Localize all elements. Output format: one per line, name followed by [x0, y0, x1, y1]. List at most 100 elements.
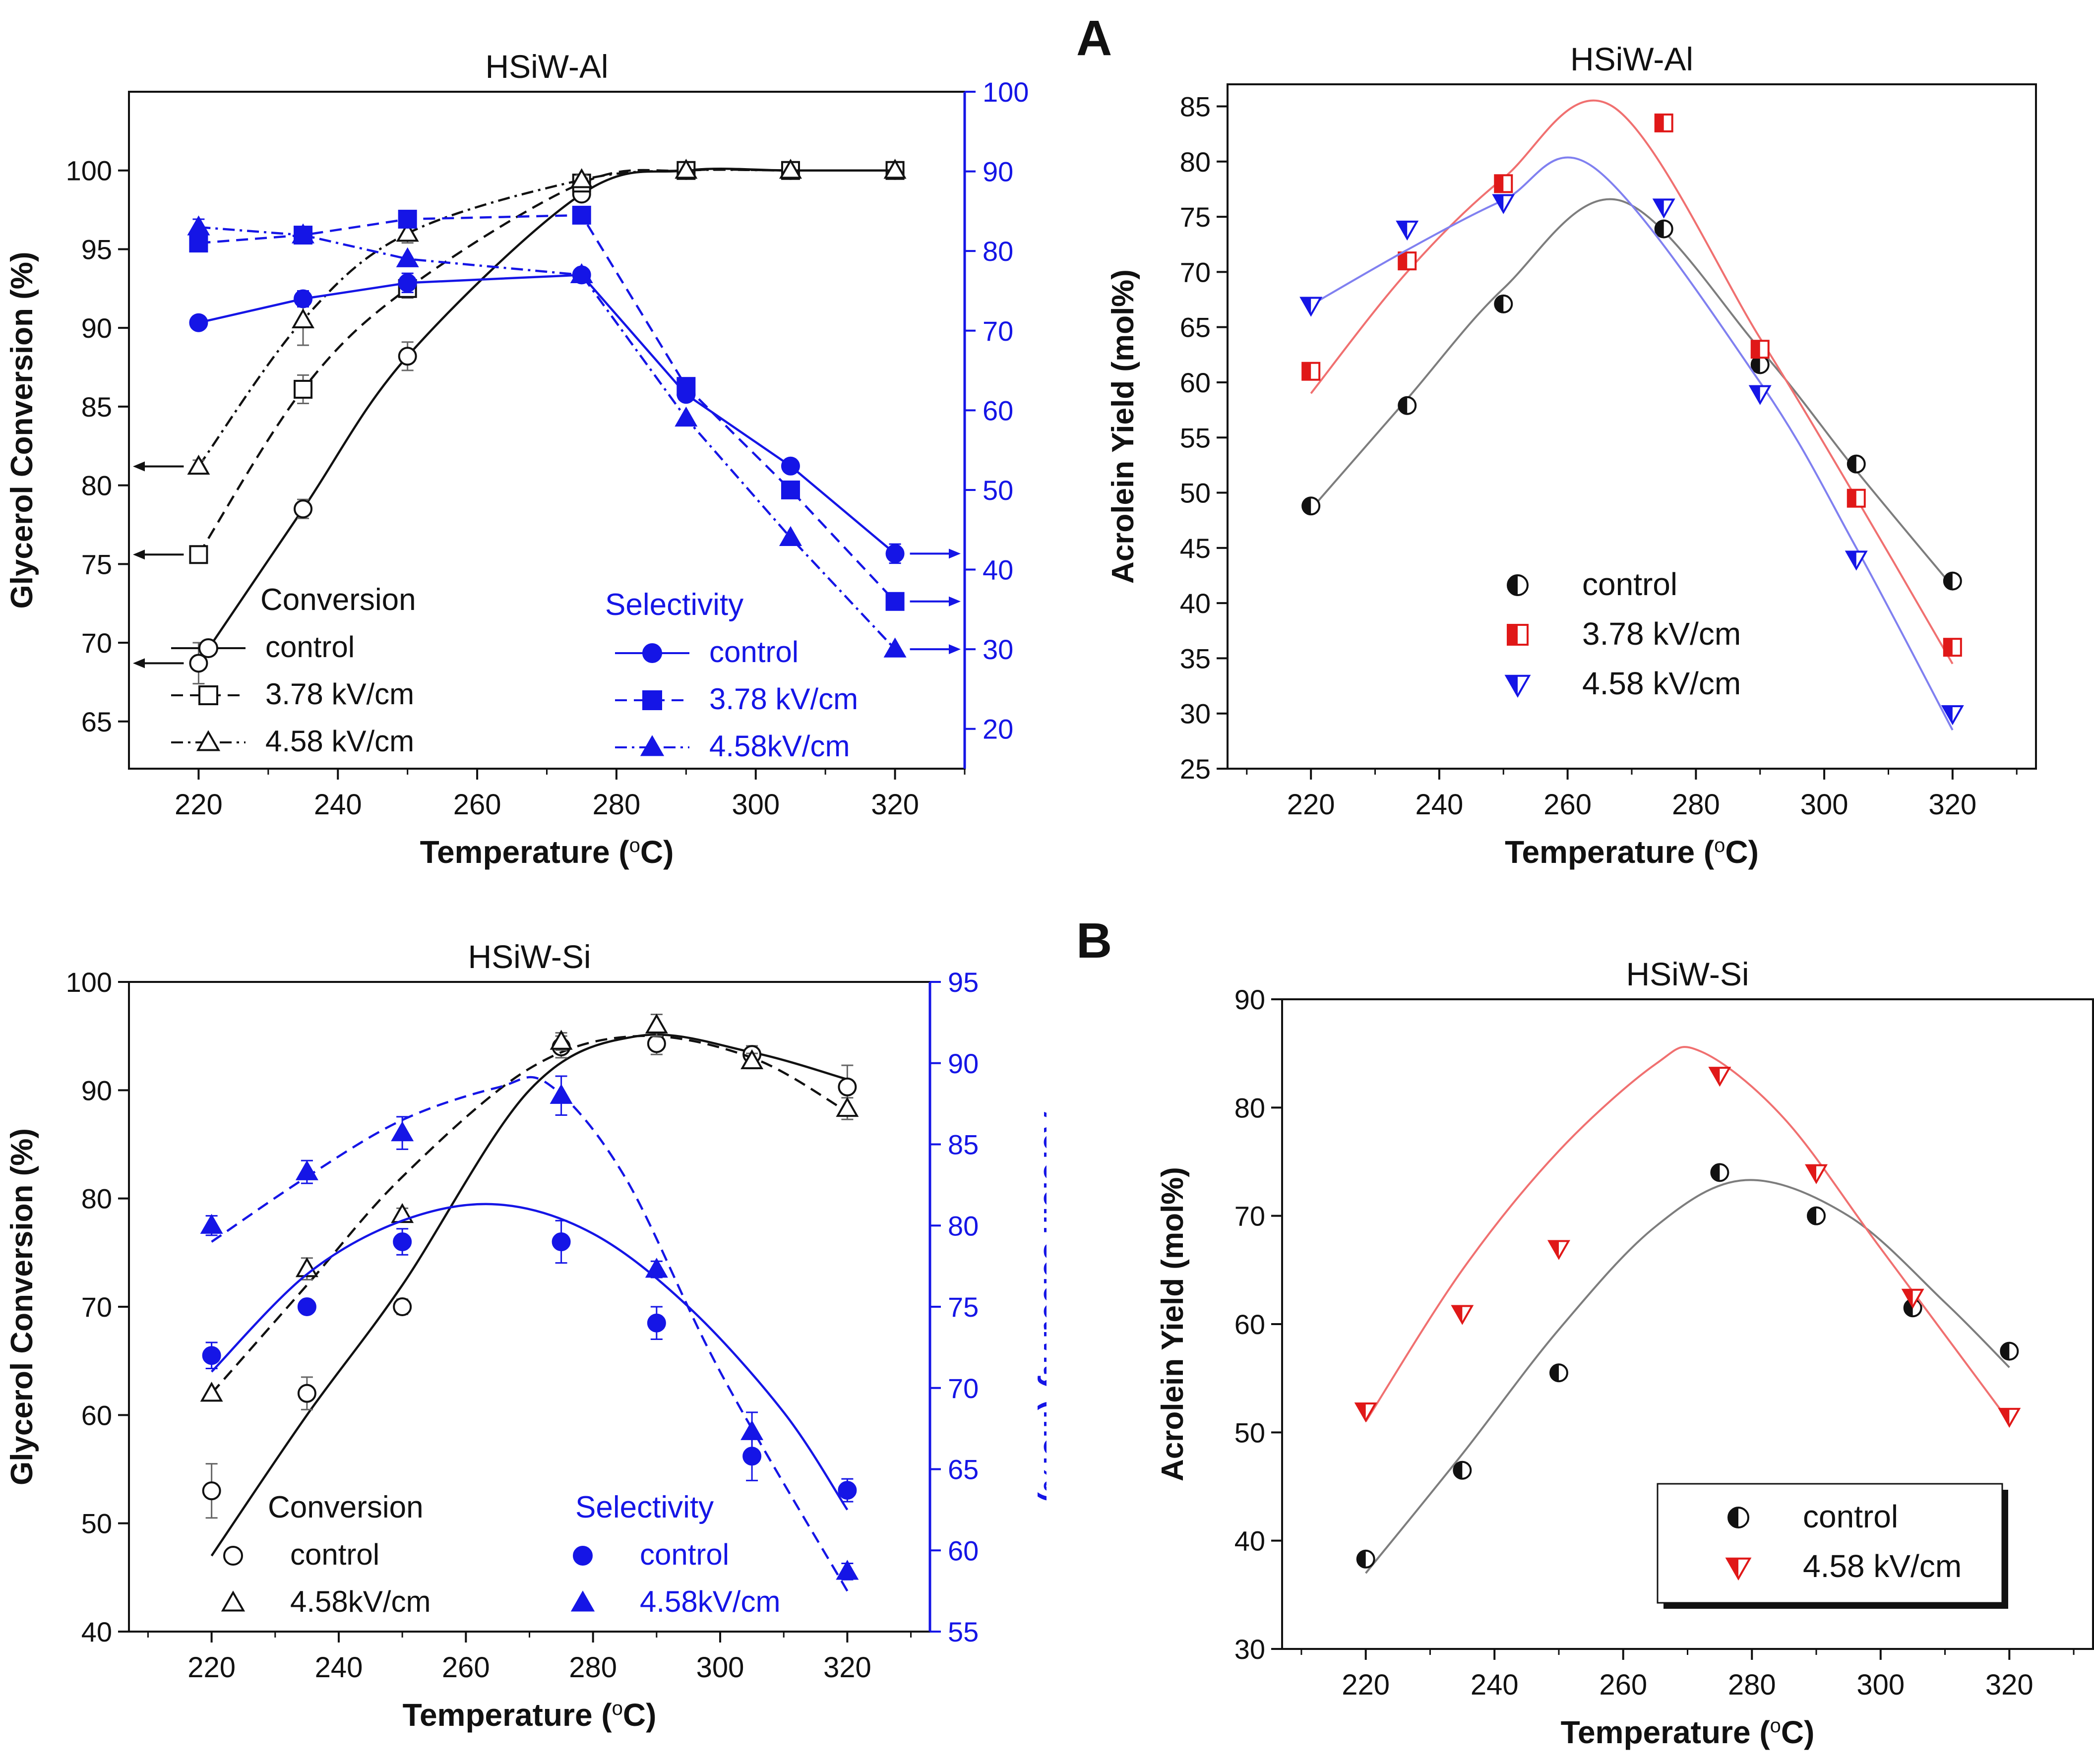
data-point-fill [1711, 1164, 1720, 1181]
y-tick-label: 65 [81, 706, 112, 737]
legend-marker [642, 643, 662, 663]
chart-title: HSiW-Si [1626, 956, 1749, 992]
y-tick-label: 60 [1234, 1309, 1265, 1340]
x-tick-label: 280 [593, 789, 641, 821]
data-point-fill [1549, 1241, 1559, 1258]
data-point [398, 273, 417, 293]
chart-b-left: HSiW-Si 220 240 260 280 300 320 Temperature (oC… [5, 938, 1047, 1733]
y-axis-label: Acrolein Yield (mol%) [1156, 1167, 1190, 1481]
data-point-fill [1550, 1364, 1559, 1382]
legend-marker [223, 1546, 243, 1566]
data-point-fill [2001, 1342, 2010, 1360]
y-tick-label: 80 [1234, 1092, 1265, 1123]
data-point [292, 308, 315, 328]
data-point [398, 347, 417, 366]
data-point [189, 313, 208, 332]
y-tick-label: 70 [1234, 1201, 1265, 1232]
data-point [781, 480, 800, 499]
legend-marker-fill [1506, 675, 1518, 696]
axis-arrow-head [133, 461, 145, 472]
data-point [885, 544, 905, 563]
series-line [210, 1033, 848, 1557]
y-tick-label: 60 [1180, 367, 1211, 398]
data-point [200, 1214, 223, 1234]
y-tick-label: 90 [81, 1075, 112, 1106]
y-tick-label: 70 [81, 627, 112, 659]
x-tick-label: 240 [1471, 1669, 1519, 1701]
y2-tick-label: 70 [983, 315, 1013, 347]
legend-label: 3.78 kV/cm [709, 682, 858, 716]
data-point [647, 1034, 666, 1053]
data-point [885, 592, 905, 611]
degree-sign: o [612, 1698, 623, 1719]
x-tick-label: 320 [823, 1651, 871, 1684]
y-tick-label: 50 [1180, 478, 1211, 509]
series-0 [202, 1032, 857, 1557]
x-axis-label: Temperature (oC) [420, 834, 674, 870]
y-tick-label: 65 [1180, 312, 1211, 343]
data-point [550, 1084, 573, 1104]
y2-tick-label: 75 [948, 1291, 979, 1323]
y2-tick-label: 50 [983, 475, 1013, 506]
data-point [836, 1560, 859, 1580]
y-tick-label: 60 [81, 1399, 112, 1431]
chart-a-right: HSiW-Al 220 240 260 280 300 320 Temperature (oC… [1106, 41, 2037, 870]
data-point [200, 1382, 223, 1402]
y-axis-label: Acrolein Yield (mol%) [1106, 269, 1140, 584]
y2-tick-label: 55 [948, 1616, 979, 1647]
axis-arrow-head [133, 549, 145, 560]
y2-tick-label: 80 [983, 236, 1013, 267]
x-tick-label: 260 [453, 789, 501, 821]
axis-arrow-head [949, 596, 961, 607]
y-tick-label: 75 [81, 548, 112, 580]
legend-label: 4.58kV/cm [290, 1585, 431, 1618]
legend-label: control [265, 630, 355, 664]
data-point [645, 1013, 668, 1034]
x-tick-label: 300 [1856, 1669, 1905, 1701]
y-tick-label: 100 [66, 967, 112, 998]
data-point [883, 637, 907, 658]
x-axis-label: Temperature (oC) [1561, 1714, 1815, 1750]
data-point [189, 654, 208, 673]
legend-marker-fill [1508, 625, 1518, 645]
degree-sign: o [629, 835, 640, 856]
y-tick-label: 90 [1234, 984, 1265, 1015]
data-point-fill [1357, 1550, 1366, 1568]
series-line [1365, 1046, 2010, 1422]
data-point [398, 209, 417, 229]
y-tick-label: 80 [81, 470, 112, 501]
data-point-fill [1399, 397, 1408, 414]
legend-label: 4.58kV/cm [640, 1585, 780, 1618]
chart-title: HSiW-Al [1570, 41, 1693, 77]
y2-tick-label: 95 [948, 967, 979, 998]
y-axis-label: Glycerol Conversion (%) [5, 251, 39, 608]
legend-title: Selectivity [605, 588, 743, 622]
series-2 [202, 1203, 857, 1511]
data-point-fill [1302, 497, 1311, 515]
y2-tick-label: 85 [948, 1129, 979, 1160]
legend-label: 3.78 kV/cm [1582, 616, 1741, 652]
plot-frame [128, 981, 931, 1633]
series-3 [189, 265, 905, 564]
data-point [187, 454, 210, 475]
data-point [295, 1160, 318, 1180]
series-line [210, 1034, 848, 1395]
legend-marker-fill [1727, 1558, 1738, 1579]
x-tick-label: 240 [315, 1651, 363, 1684]
y2-tick-label: 40 [983, 554, 1013, 586]
legend-label: control [640, 1538, 729, 1571]
data-point-fill [1848, 489, 1856, 507]
data-point-fill [1751, 341, 1760, 358]
legend-box [1657, 1483, 2003, 1604]
legend-marker [642, 690, 662, 710]
legend-label: 4.58 kV/cm [1803, 1548, 1962, 1584]
data-point [202, 1346, 221, 1365]
data-point-fill [1397, 221, 1408, 239]
series-line [211, 1076, 849, 1592]
y-tick-label: 85 [81, 391, 112, 423]
data-point [572, 205, 591, 225]
data-point [396, 222, 419, 242]
series-5 [187, 215, 907, 658]
degree-sign: o [1770, 1715, 1781, 1737]
y2-tick-label: 100 [983, 76, 1029, 108]
